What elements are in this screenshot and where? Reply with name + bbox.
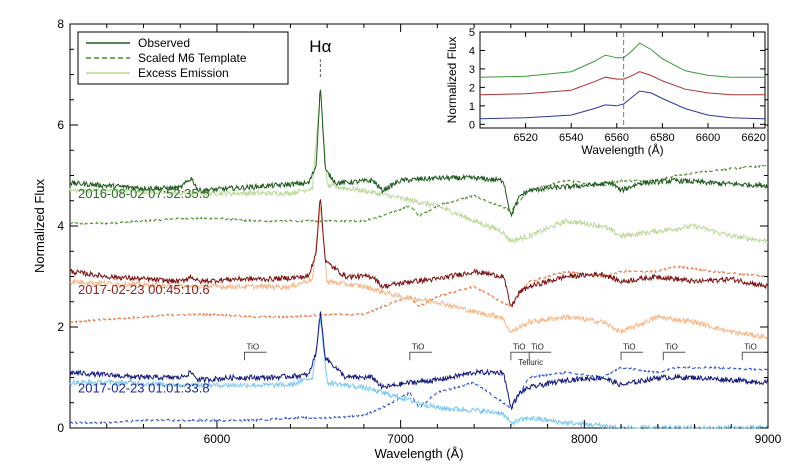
tio-label-0: TiO	[247, 342, 260, 351]
tio-label-3: TiO	[531, 342, 544, 351]
inset-plot: 6520 6540 6560 6580 6600 6620 0 1 2 3 4 5 Wavelength…	[445, 27, 766, 157]
inset-y-axis-label: Normalized Flux	[445, 37, 459, 124]
y-axis-label: Normalized Flux	[32, 179, 47, 273]
epoch-label-1: 2017-02-23 00:45:10.6	[78, 282, 210, 297]
epoch-label-0: 2016-08-02 07:52:35.5	[78, 186, 210, 201]
legend-label-0: Observed	[138, 36, 190, 50]
halpha-label: Hα	[309, 37, 331, 56]
main-plot: 2016-08-02 07:52:35.5 2017-02-23 00:45:10…	[32, 17, 782, 461]
tio-marker-5	[662, 351, 686, 361]
x-axis-label: Wavelength (Å)	[374, 446, 463, 461]
inset-x-tick-label: 6600	[696, 132, 720, 144]
observed-line-2	[69, 311, 769, 411]
inset-y-tick-label: 2	[469, 82, 475, 94]
y-tick-label: 0	[57, 421, 64, 435]
telluric-label: Telluric	[518, 358, 543, 367]
legend-label-1: Scaled M6 Template	[138, 51, 247, 65]
excess-line-0	[69, 90, 769, 244]
inset-x-tick-label: 6540	[559, 132, 583, 144]
y-tick-label: 4	[57, 219, 64, 233]
tio-marker-0	[244, 351, 267, 361]
x-tick-label: 7000	[387, 432, 414, 446]
y-tick-label: 6	[57, 118, 64, 132]
inset-y-tick-label: 4	[469, 45, 475, 57]
inset-x-tick-label: 6620	[741, 132, 765, 144]
inset-y-tick-label: 1	[469, 101, 475, 113]
inset-x-tick-label: 6520	[513, 132, 537, 144]
inset-y-tick-label: 5	[469, 27, 475, 39]
tio-marker-1	[409, 351, 432, 361]
inset-frame	[479, 31, 766, 129]
inset-series-0	[479, 42, 765, 78]
inset-series-2	[479, 90, 766, 120]
tio-label-4: TiO	[623, 342, 636, 351]
inset-y-tick-label: 0	[469, 119, 475, 131]
excess-line-2	[69, 319, 769, 430]
tio-label-6: TiO	[744, 342, 757, 351]
inset-series-1	[479, 71, 765, 96]
tio-marker-4	[620, 351, 644, 361]
tio-marker-6	[741, 351, 765, 361]
y-tick-label: 8	[57, 17, 64, 31]
template-line-1	[69, 265, 769, 324]
tio-marker-2	[510, 351, 533, 361]
x-tick-label: 8000	[571, 432, 598, 446]
tio-marker-3	[528, 351, 552, 361]
excess-line-1	[69, 206, 769, 340]
x-tick-label: 6000	[204, 432, 231, 446]
inset-x-tick-label: 6580	[650, 132, 674, 144]
legend-label-2: Excess Emission	[138, 66, 229, 80]
tio-label-2: TiO	[513, 342, 526, 351]
tio-label-5: TiO	[665, 342, 678, 351]
tio-label-1: TiO	[412, 342, 425, 351]
epoch-label-2: 2017-02-23 01:01:33.8	[78, 381, 210, 396]
x-tick-label: 9000	[755, 432, 782, 446]
template-line-0	[69, 164, 769, 226]
observed-line-1	[69, 199, 769, 308]
observed-line-0	[69, 89, 769, 218]
y-tick-label: 2	[57, 320, 64, 334]
inset-y-tick-label: 3	[469, 64, 475, 76]
inset-x-tick-label: 6560	[605, 132, 629, 144]
inset-x-axis-label: Wavelength (Å)	[581, 142, 663, 157]
